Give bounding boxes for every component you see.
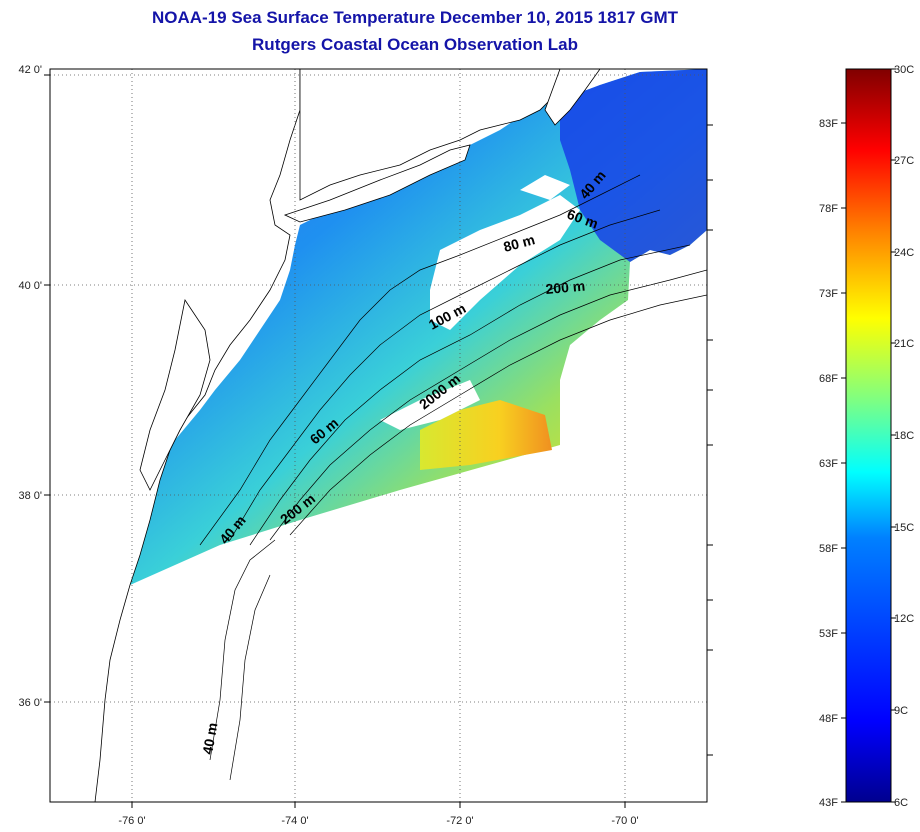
lat-tick-label: 40 0' bbox=[18, 280, 42, 292]
colorbar-fahrenheit-label: 63F bbox=[819, 458, 838, 470]
colorbar-fahrenheit-label: 83F bbox=[819, 118, 838, 130]
graticule bbox=[50, 69, 707, 802]
colorbar-celsius-label: 27C bbox=[894, 155, 914, 167]
lon-tick-label: -74 0' bbox=[281, 815, 308, 827]
colorbar-celsius-label: 12C bbox=[894, 613, 914, 625]
colorbar-celsius-label: 6C bbox=[894, 797, 908, 809]
land-long-island bbox=[283, 144, 471, 223]
contour-label: 40 m bbox=[199, 721, 220, 755]
colorbar-fahrenheit-label: 58F bbox=[819, 543, 838, 555]
map-subtitle: Rutgers Coastal Ocean Observation Lab bbox=[252, 35, 578, 54]
cloud-mask bbox=[380, 175, 580, 430]
land-delmarva bbox=[139, 298, 211, 491]
colorbar-fahrenheit-label: 53F bbox=[819, 628, 838, 640]
map-title: NOAA-19 Sea Surface Temperature December… bbox=[152, 8, 678, 27]
lon-tick-label: -72 0' bbox=[446, 815, 473, 827]
colorbar-fahrenheit-label: 48F bbox=[819, 713, 838, 725]
colorbar-celsius-label: 15C bbox=[894, 522, 914, 534]
contour-label: 200 m bbox=[545, 278, 586, 297]
colorbar-celsius-label: 30C bbox=[894, 64, 914, 76]
colorbar-celsius-label: 18C bbox=[894, 430, 914, 442]
colorbar bbox=[845, 68, 892, 803]
colorbar-celsius-label: 21C bbox=[894, 338, 914, 350]
colorbar-fahrenheit-label: 43F bbox=[819, 797, 838, 809]
lon-tick-label: -70 0' bbox=[611, 815, 638, 827]
colorbar-celsius-label: 24C bbox=[894, 247, 914, 259]
sst-cold-region bbox=[560, 69, 707, 262]
colorbar-fahrenheit-label: 78F bbox=[819, 203, 838, 215]
colorbar-fahrenheit-label: 73F bbox=[819, 288, 838, 300]
lat-tick-label: 38 0' bbox=[18, 490, 42, 502]
contour-label: 80 m bbox=[502, 231, 537, 255]
lat-tick-label: 36 0' bbox=[18, 697, 42, 709]
colorbar-fahrenheit-label: 68F bbox=[819, 373, 838, 385]
tick-marks bbox=[44, 74, 713, 808]
lat-tick-label: 42 0' bbox=[18, 64, 42, 76]
sst-warm-region bbox=[420, 400, 552, 470]
land-cape-cod bbox=[544, 69, 601, 126]
lon-tick-label: -76 0' bbox=[118, 815, 145, 827]
colorbar-celsius-label: 9C bbox=[894, 705, 908, 717]
colorbar-ticks bbox=[841, 68, 896, 803]
